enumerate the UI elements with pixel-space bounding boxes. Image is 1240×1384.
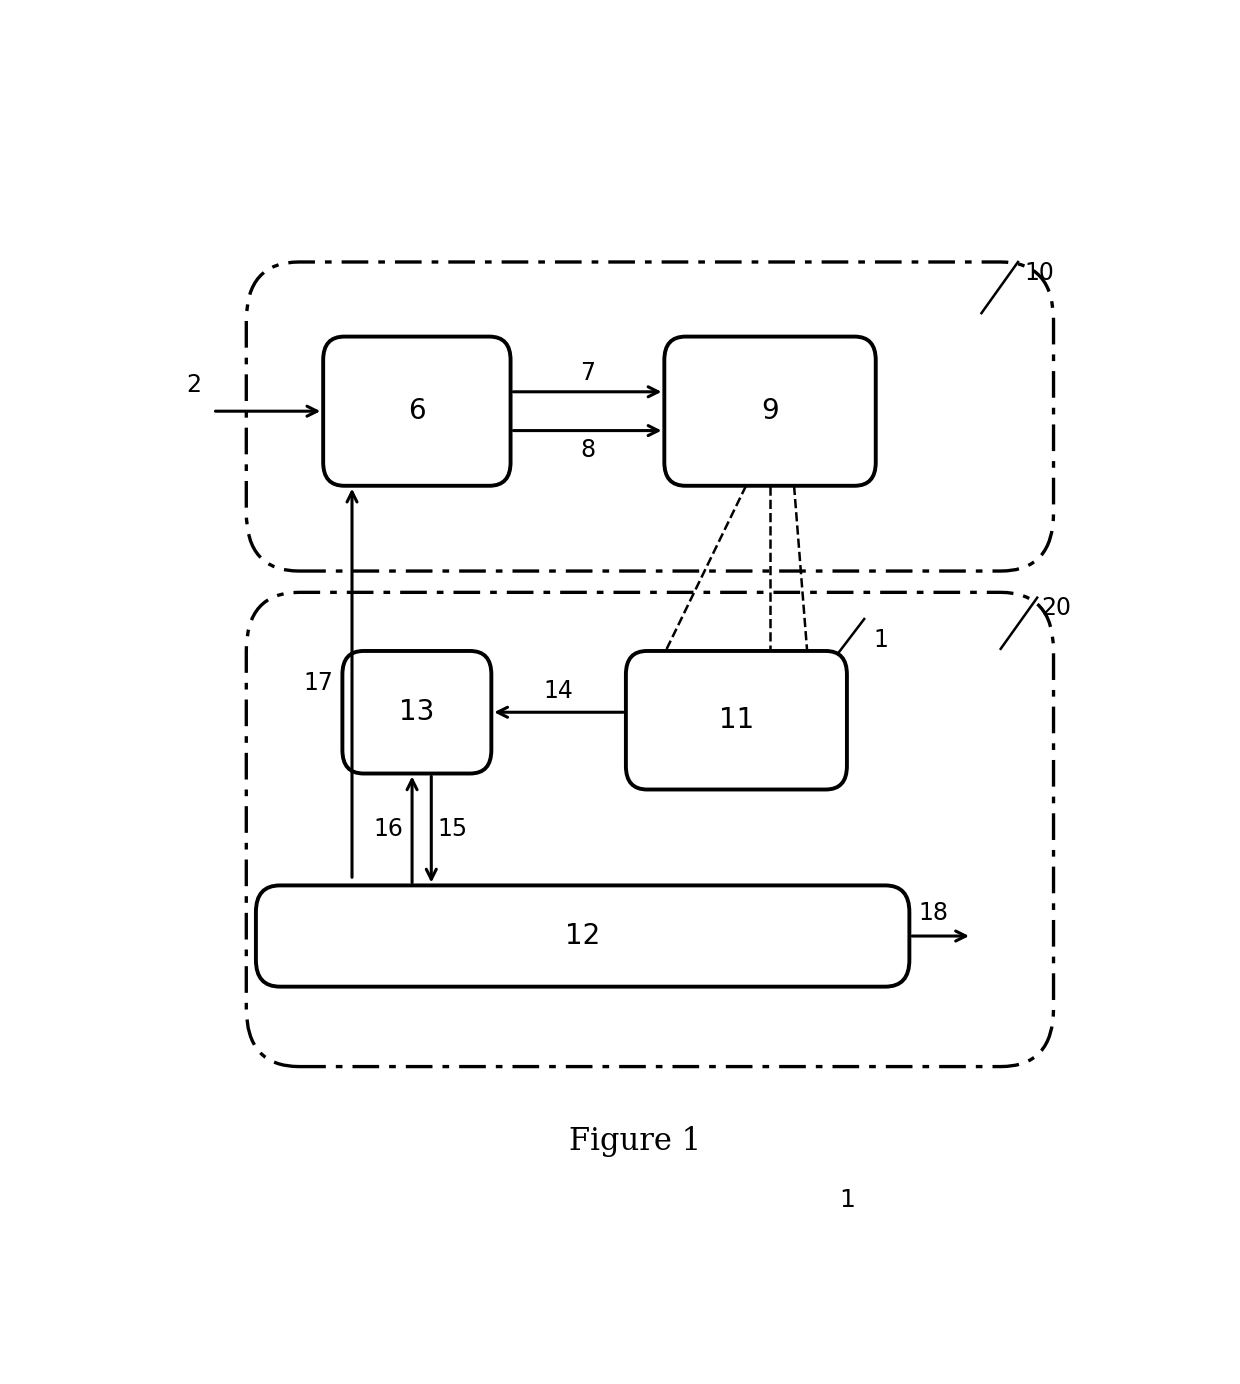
Text: 16: 16 — [373, 818, 403, 841]
Text: 2: 2 — [186, 372, 201, 397]
Text: 10: 10 — [1024, 260, 1054, 285]
Text: 11: 11 — [719, 706, 754, 735]
Text: 1: 1 — [839, 1187, 854, 1212]
Text: 8: 8 — [580, 437, 595, 462]
FancyBboxPatch shape — [626, 650, 847, 789]
Text: 14: 14 — [543, 680, 574, 703]
Text: 18: 18 — [919, 901, 949, 925]
FancyBboxPatch shape — [665, 336, 875, 486]
Text: 1: 1 — [873, 628, 888, 652]
FancyBboxPatch shape — [324, 336, 511, 486]
Text: 7: 7 — [580, 361, 595, 385]
FancyBboxPatch shape — [255, 886, 909, 987]
Text: 9: 9 — [761, 397, 779, 425]
Text: 13: 13 — [399, 699, 434, 727]
Text: 6: 6 — [408, 397, 425, 425]
Text: 15: 15 — [438, 818, 467, 841]
Text: 20: 20 — [1042, 597, 1071, 620]
Text: Figure 1: Figure 1 — [569, 1125, 702, 1157]
FancyBboxPatch shape — [342, 650, 491, 774]
Text: 17: 17 — [304, 671, 334, 695]
Text: 12: 12 — [565, 922, 600, 949]
